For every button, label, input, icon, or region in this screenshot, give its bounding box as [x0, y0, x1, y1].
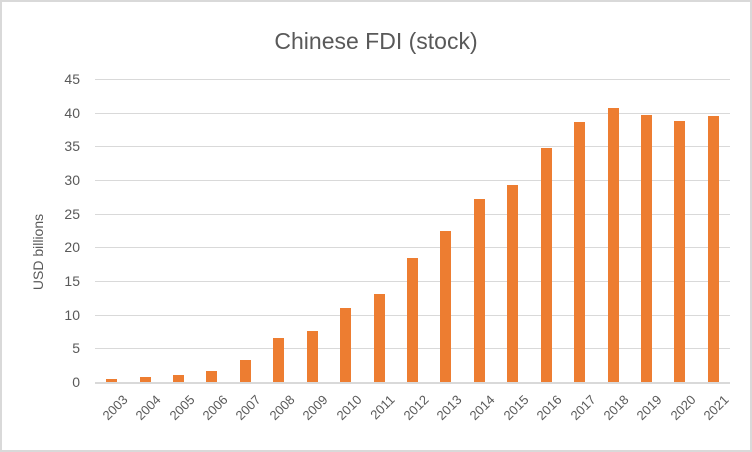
bar-2004: [139, 377, 151, 382]
bar-2019: [640, 114, 652, 382]
gridline: [95, 146, 730, 148]
bar-2011: [373, 293, 385, 382]
chart-title: Chinese FDI (stock): [274, 28, 478, 54]
y-tick-label: 35: [64, 138, 80, 155]
bar-2003: [106, 378, 118, 382]
y-tick-label: 40: [64, 104, 80, 121]
y-axis-tick-labels: 0 5 10 15 20 25 30 35 40 45: [2, 72, 82, 389]
gridline: [95, 112, 730, 114]
bar-2008: [273, 337, 285, 382]
plot-area: [95, 79, 730, 384]
y-tick-label: 30: [64, 172, 80, 188]
y-tick-label: 10: [64, 306, 80, 323]
y-tick-label: 15: [64, 273, 80, 289]
bar-2009: [306, 330, 318, 382]
y-tick-label: 45: [64, 71, 80, 87]
y-tick-label: 0: [72, 374, 80, 390]
bar-2021: [707, 116, 719, 382]
bar-2016: [540, 147, 552, 382]
gridline: [95, 79, 730, 80]
bar-2020: [674, 120, 686, 382]
bar-2007: [239, 359, 251, 382]
bar-2012: [407, 258, 418, 382]
bar-2010: [340, 307, 352, 382]
bar-2015: [507, 184, 519, 382]
bar-2005: [173, 375, 185, 382]
y-tick-label: 25: [64, 205, 80, 222]
bar-2017: [574, 122, 586, 382]
bar-2014: [473, 198, 485, 382]
y-tick-label: 20: [64, 239, 80, 256]
bar-2013: [440, 231, 452, 382]
gridline: [95, 247, 730, 249]
gridline: [95, 213, 730, 215]
bar-2018: [607, 107, 619, 382]
y-tick-label: 5: [72, 340, 80, 357]
gridline: [95, 180, 730, 181]
bar-2006: [206, 370, 218, 382]
x-axis-tick-labels: 2003 2004 2005 2006 2007 2008 2009 2010 2011 2012…: [95, 384, 732, 450]
